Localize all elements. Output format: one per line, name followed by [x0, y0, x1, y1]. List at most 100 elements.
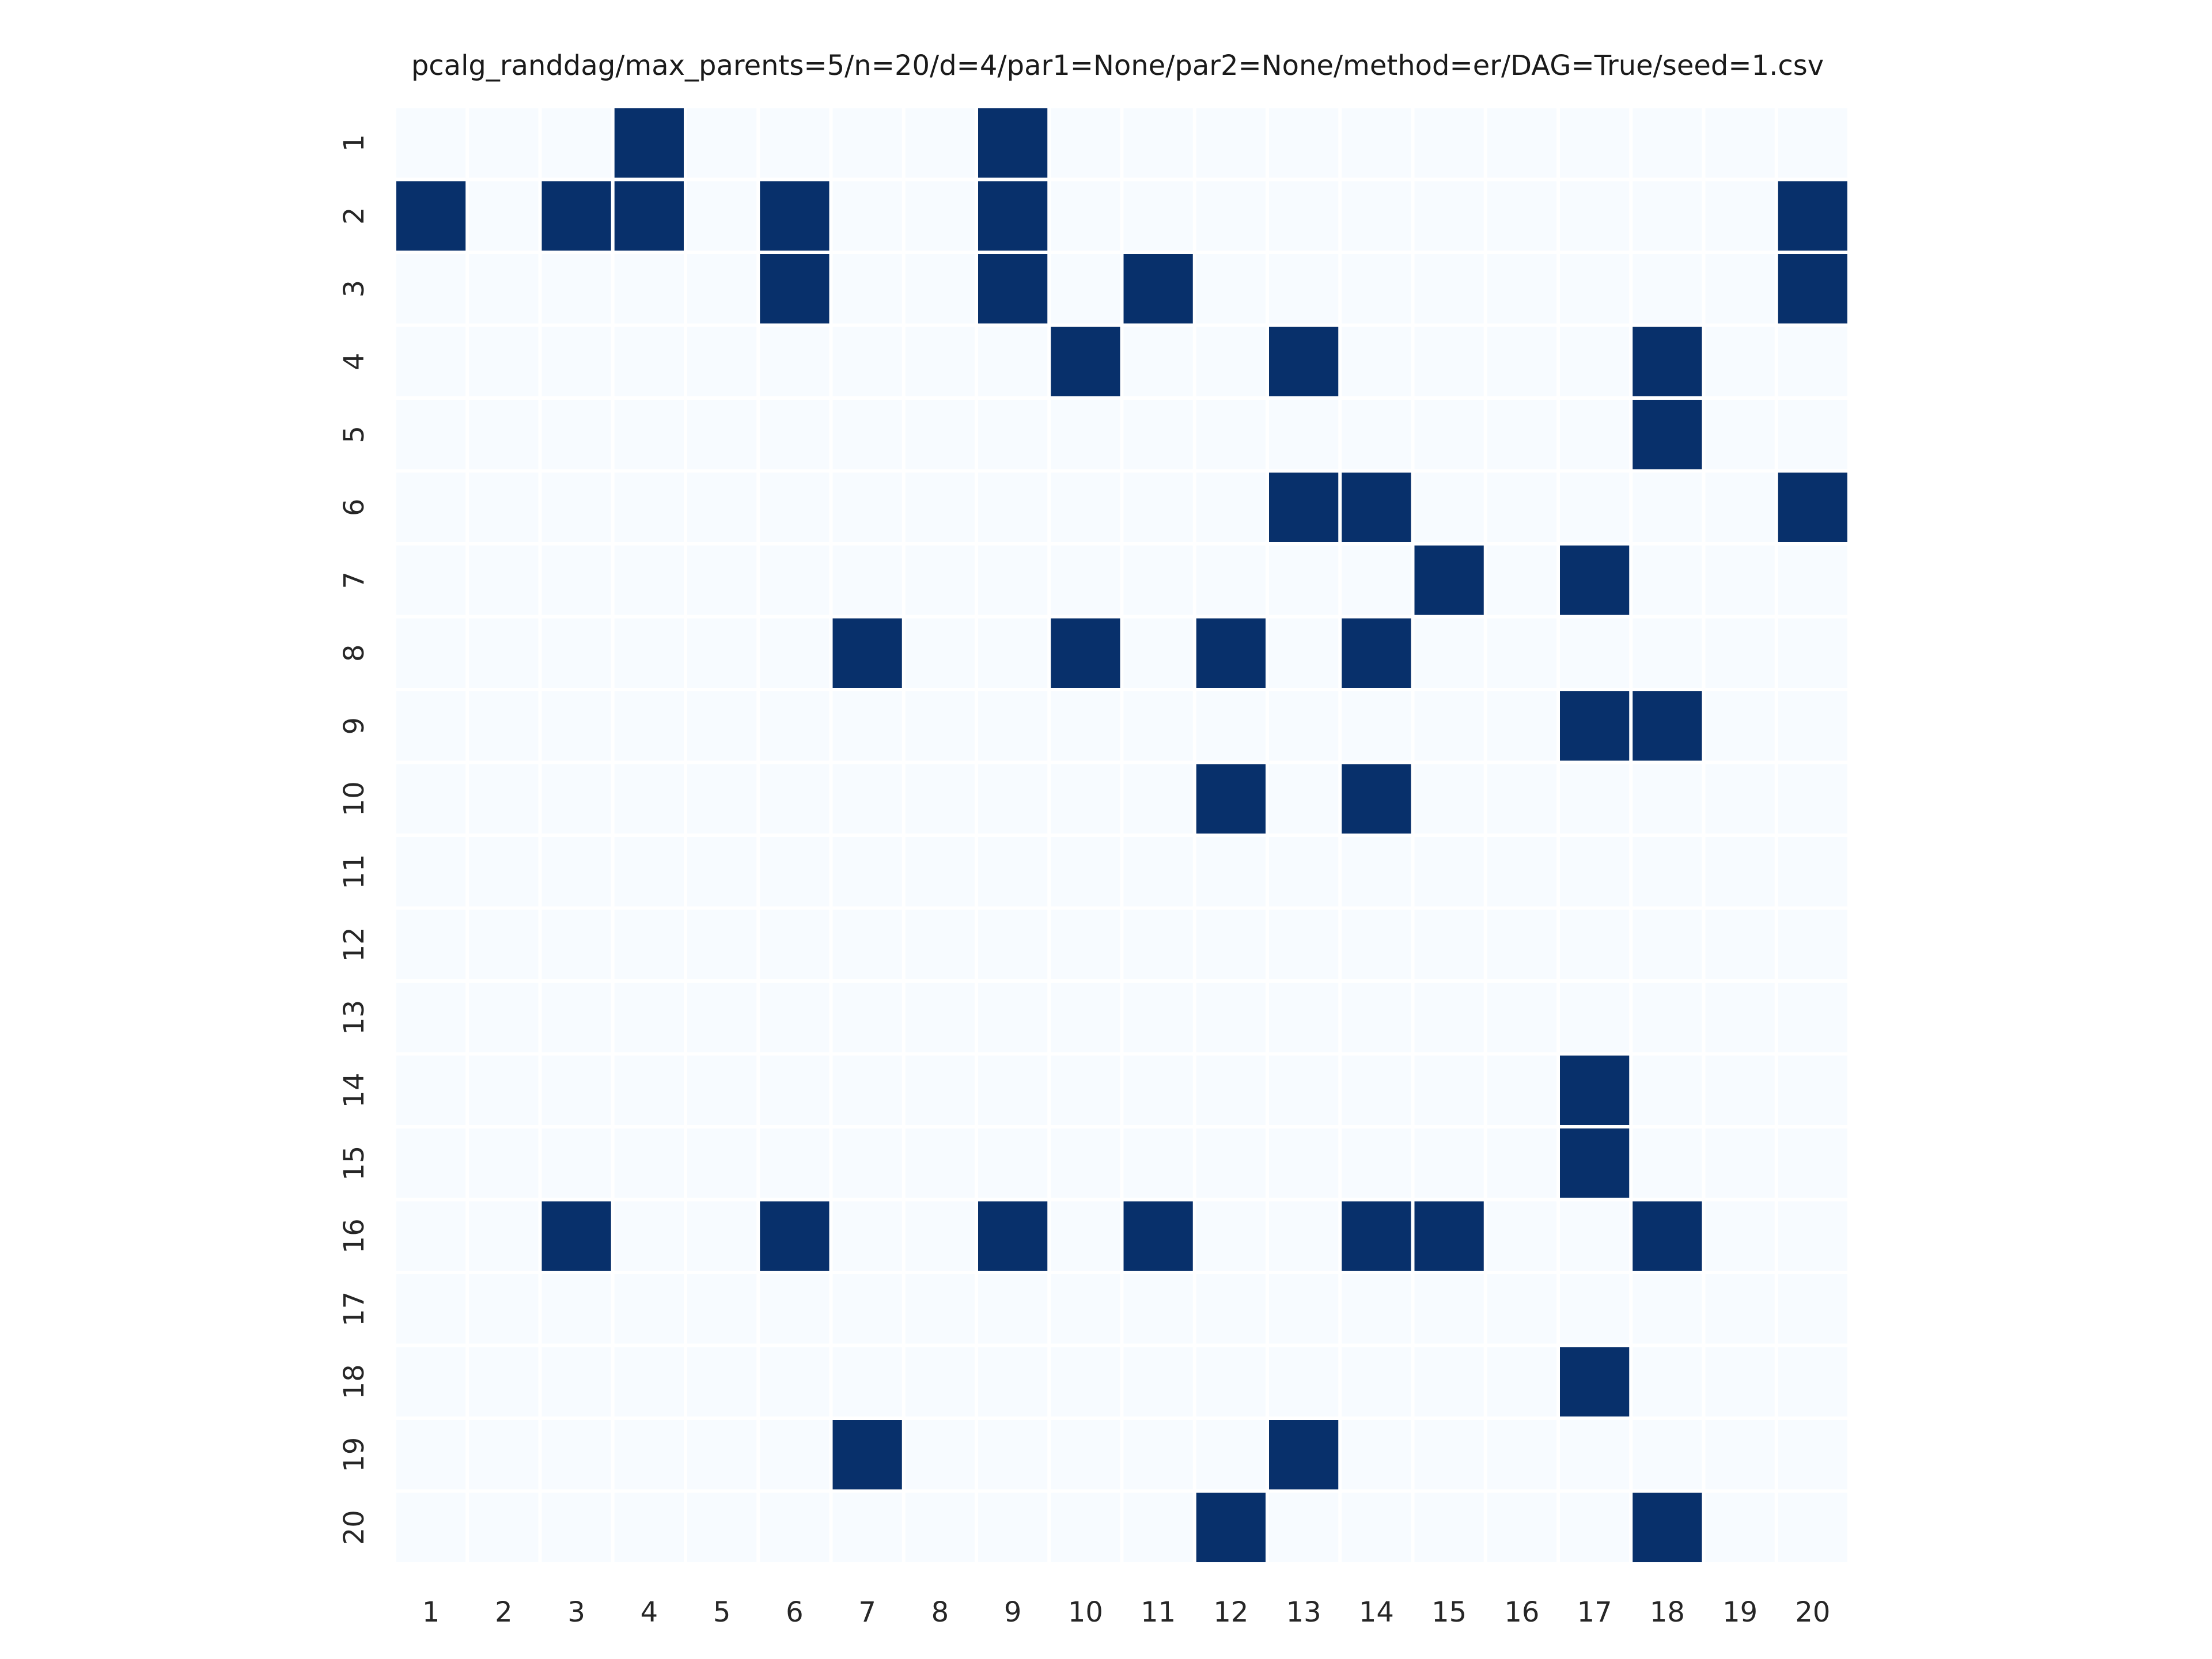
heatmap-cell-r18-c2	[469, 1347, 539, 1416]
heatmap-cell-r11-c15	[1414, 837, 1484, 907]
heatmap-cell-r6-c6	[760, 472, 830, 542]
heatmap-cell-r4-c13	[1269, 327, 1339, 396]
heatmap-cell-r7-c6	[760, 546, 830, 615]
heatmap-cell-r9-c18	[1633, 691, 1702, 761]
heatmap-cell-r4-c4	[614, 327, 684, 396]
heatmap-cell-r6-c14	[1342, 472, 1411, 542]
heatmap-cell-r6-c15	[1414, 472, 1484, 542]
heatmap-cell-r8-c1	[396, 618, 466, 688]
y-tick-label: 10	[338, 781, 370, 816]
heatmap-cell-r1-c1	[396, 108, 466, 178]
x-axis-tick-labels: 1 2 3 4 5 6 7 8 9 10 11 12 13 14 15 16 17 18 19 20	[422, 1596, 1831, 1628]
heatmap-cell-r18-c9	[978, 1347, 1048, 1416]
heatmap-cell-r6-c7	[832, 472, 902, 542]
heatmap-cell-r18-c11	[1123, 1347, 1193, 1416]
heatmap-cell-r11-c5	[687, 837, 757, 907]
heatmap-cell-r6-c3	[541, 472, 611, 542]
heatmap-cell-r19-c16	[1487, 1420, 1556, 1490]
heatmap-cell-r14-c14	[1342, 1055, 1411, 1125]
heatmap-cell-r12-c5	[687, 910, 757, 979]
heatmap-cell-r11-c2	[469, 837, 539, 907]
heatmap-cell-r2-c9	[978, 181, 1048, 251]
heatmap-cell-r4-c1	[396, 327, 466, 396]
heatmap-cell-r1-c7	[832, 108, 902, 178]
heatmap-cell-r5-c7	[832, 400, 902, 469]
heatmap-cell-r2-c2	[469, 181, 539, 251]
x-tick-label: 11	[1141, 1596, 1176, 1628]
heatmap-cell-r9-c10	[1051, 691, 1120, 761]
heatmap-cell-r15-c3	[541, 1128, 611, 1198]
heatmap-cell-r10-c1	[396, 764, 466, 834]
heatmap-cell-r14-c9	[978, 1055, 1048, 1125]
heatmap-cell-r16-c5	[687, 1201, 757, 1271]
heatmap-cell-r20-c10	[1051, 1493, 1120, 1562]
x-tick-label: 13	[1286, 1596, 1321, 1628]
y-tick-label: 1	[338, 134, 370, 152]
heatmap-cell-r8-c6	[760, 618, 830, 688]
x-tick-label: 15	[1431, 1596, 1467, 1628]
heatmap-cell-r4-c14	[1342, 327, 1411, 396]
heatmap-cell-r16-c7	[832, 1201, 902, 1271]
heatmap-cell-r16-c9	[978, 1201, 1048, 1271]
y-tick-label: 2	[338, 207, 370, 225]
heatmap-cell-r9-c14	[1342, 691, 1411, 761]
heatmap-cell-r3-c8	[905, 254, 975, 324]
heatmap-cell-r6-c13	[1269, 472, 1339, 542]
heatmap-cell-r14-c10	[1051, 1055, 1120, 1125]
heatmap-cell-r10-c7	[832, 764, 902, 834]
heatmap-cell-r16-c13	[1269, 1201, 1339, 1271]
heatmap-cell-r20-c5	[687, 1493, 757, 1562]
heatmap-cell-r4-c20	[1778, 327, 1847, 396]
heatmap-cell-r1-c10	[1051, 108, 1120, 178]
heatmap-cell-r2-c5	[687, 181, 757, 251]
y-tick-label: 7	[338, 571, 370, 589]
heatmap-cell-r19-c6	[760, 1420, 830, 1490]
heatmap-cell-r15-c9	[978, 1128, 1048, 1198]
heatmap-cell-r13-c1	[396, 983, 466, 1052]
heatmap-cell-r19-c12	[1196, 1420, 1266, 1490]
heatmap-cell-r6-c16	[1487, 472, 1556, 542]
heatmap-cell-r8-c18	[1633, 618, 1702, 688]
heatmap-cell-r5-c14	[1342, 400, 1411, 469]
heatmap-cell-r7-c4	[614, 546, 684, 615]
x-tick-label: 16	[1504, 1596, 1539, 1628]
heatmap-cell-r13-c9	[978, 983, 1048, 1052]
heatmap-cell-r19-c5	[687, 1420, 757, 1490]
heatmap-cell-r3-c20	[1778, 254, 1847, 324]
heatmap-cell-r16-c3	[541, 1201, 611, 1271]
heatmap-cell-r2-c1	[396, 181, 466, 251]
heatmap-cell-r10-c11	[1123, 764, 1193, 834]
heatmap-cell-r3-c9	[978, 254, 1048, 324]
heatmap-cell-r17-c5	[687, 1274, 757, 1344]
heatmap-cell-r10-c9	[978, 764, 1048, 834]
heatmap-cell-r11-c6	[760, 837, 830, 907]
heatmap-cell-r9-c19	[1705, 691, 1775, 761]
heatmap-cell-r12-c8	[905, 910, 975, 979]
heatmap-cell-r8-c14	[1342, 618, 1411, 688]
heatmap-cell-r20-c11	[1123, 1493, 1193, 1562]
heatmap-cell-r10-c3	[541, 764, 611, 834]
heatmap-cell-r7-c16	[1487, 546, 1556, 615]
heatmap-cell-r15-c15	[1414, 1128, 1484, 1198]
heatmap-cell-r18-c15	[1414, 1347, 1484, 1416]
heatmap-cell-r20-c4	[614, 1493, 684, 1562]
heatmap-cell-r7-c9	[978, 546, 1048, 615]
heatmap-cell-r14-c1	[396, 1055, 466, 1125]
heatmap-cell-r5-c4	[614, 400, 684, 469]
heatmap-cell-r15-c1	[396, 1128, 466, 1198]
heatmap-cell-r12-c7	[832, 910, 902, 979]
heatmap-cell-r6-c19	[1705, 472, 1775, 542]
heatmap-cell-r18-c8	[905, 1347, 975, 1416]
heatmap-cell-r6-c17	[1560, 472, 1630, 542]
x-tick-label: 10	[1068, 1596, 1103, 1628]
heatmap-cell-r15-c7	[832, 1128, 902, 1198]
heatmap-cell-r3-c16	[1487, 254, 1556, 324]
y-tick-label: 17	[338, 1291, 370, 1327]
heatmap-cell-r18-c7	[832, 1347, 902, 1416]
heatmap-cell-r13-c14	[1342, 983, 1411, 1052]
heatmap-cell-r16-c20	[1778, 1201, 1847, 1271]
heatmap-cell-r19-c9	[978, 1420, 1048, 1490]
heatmap-cell-r12-c18	[1633, 910, 1702, 979]
heatmap-cell-r11-c12	[1196, 837, 1266, 907]
